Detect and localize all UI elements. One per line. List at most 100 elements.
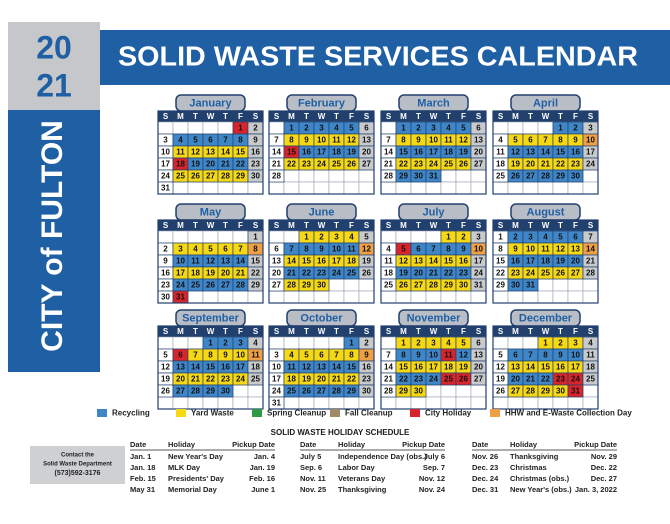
day-number: 9: [558, 351, 563, 360]
day-number: 22: [399, 160, 408, 169]
weekday-label: S: [274, 221, 280, 230]
weekday-header: [269, 111, 374, 122]
day-number: 27: [221, 281, 230, 290]
day-number: 17: [236, 363, 245, 372]
weekday-label: T: [416, 112, 421, 121]
day-number: 7: [223, 136, 228, 145]
empty-cell: [522, 396, 539, 410]
day-number: 11: [176, 148, 185, 157]
empty-cell: [172, 336, 189, 350]
day-number: 21: [221, 160, 230, 169]
legend-label: Spring Cleanup: [267, 409, 326, 418]
day-number: 23: [571, 160, 580, 169]
weekday-label: T: [304, 221, 309, 230]
day-number: 15: [541, 363, 550, 372]
day-number: 8: [349, 351, 354, 360]
day-number: 27: [317, 387, 326, 396]
day-number: 7: [528, 351, 533, 360]
empty-cell: [507, 121, 524, 135]
day-number: 3: [319, 124, 324, 133]
empty-cell: [313, 336, 330, 350]
day-number: 26: [362, 269, 371, 278]
day-number: 13: [474, 351, 483, 360]
day-number: 14: [384, 363, 393, 372]
weekday-header: [493, 111, 598, 122]
day-number: 7: [386, 351, 391, 360]
day-number: 5: [304, 351, 309, 360]
weekday-header: [158, 111, 263, 122]
day-number: 4: [334, 124, 339, 133]
day-number: 23: [556, 375, 565, 384]
day-number: 9: [223, 351, 228, 360]
holiday-cell: July 6: [424, 452, 445, 461]
empty-cell: [395, 396, 412, 410]
day-number: 28: [429, 281, 438, 290]
day-number: 23: [459, 269, 468, 278]
day-number: 8: [208, 351, 213, 360]
empty-cell: [172, 396, 189, 410]
empty-cell: [492, 181, 509, 195]
day-number: 14: [287, 257, 296, 266]
day-number: 27: [474, 375, 483, 384]
day-number: 17: [161, 160, 170, 169]
day-number: 18: [444, 363, 453, 372]
day-number: 17: [526, 257, 535, 266]
day-number: 29: [236, 172, 245, 181]
empty-cell: [567, 396, 584, 410]
weekday-label: T: [446, 112, 451, 121]
day-number: 4: [446, 339, 451, 348]
month-frame: [157, 325, 264, 410]
empty-cell: [328, 396, 345, 410]
day-number: 14: [221, 148, 230, 157]
day-number: 26: [399, 281, 408, 290]
empty-cell: [298, 169, 315, 183]
day-number: 4: [543, 233, 548, 242]
day-number: 28: [384, 172, 393, 181]
empty-cell: [202, 290, 219, 304]
day-number: 14: [332, 363, 341, 372]
day-number: 21: [384, 160, 393, 169]
day-number: 1: [289, 124, 294, 133]
month-name: December: [519, 312, 573, 324]
day-number: 24: [332, 269, 341, 278]
day-number: 15: [496, 257, 505, 266]
holiday-cell: MLK Day: [168, 463, 201, 472]
day-number: 5: [401, 245, 406, 254]
day-number: 10: [429, 351, 438, 360]
month-name: September: [182, 312, 240, 324]
empty-cell: [268, 290, 285, 304]
empty-cell: [507, 336, 524, 350]
day-number: 17: [586, 148, 595, 157]
day-number: 3: [476, 233, 481, 242]
day-number: 25: [347, 269, 356, 278]
weekday-label: M: [400, 112, 407, 121]
holiday-cell: Jan. 4: [254, 452, 276, 461]
day-number: 22: [347, 375, 356, 384]
day-number: 11: [332, 136, 341, 145]
empty-cell: [157, 336, 174, 350]
holiday-header: Pickup Date: [574, 440, 617, 449]
holiday-cell: Jan. 19: [250, 463, 275, 472]
empty-cell: [157, 230, 174, 244]
day-number: 4: [289, 351, 294, 360]
day-number: 8: [446, 245, 451, 254]
day-number: 8: [401, 136, 406, 145]
day-number: 11: [444, 351, 453, 360]
month-frame: [492, 110, 599, 195]
day-number: 14: [586, 245, 595, 254]
empty-cell: [202, 230, 219, 244]
day-number: 21: [586, 257, 595, 266]
day-number: 27: [272, 281, 281, 290]
day-number: 20: [221, 269, 230, 278]
empty-cell: [395, 290, 412, 304]
day-number: 31: [161, 184, 170, 193]
month-frame: [380, 325, 487, 410]
empty-cell: [567, 181, 584, 195]
weekday-label: F: [238, 112, 243, 121]
weekday-label: T: [223, 327, 228, 336]
day-number: 18: [191, 269, 200, 278]
empty-cell: [157, 121, 174, 135]
empty-cell: [567, 278, 584, 292]
contact-line: Contact the: [61, 453, 95, 459]
weekday-label: T: [304, 327, 309, 336]
